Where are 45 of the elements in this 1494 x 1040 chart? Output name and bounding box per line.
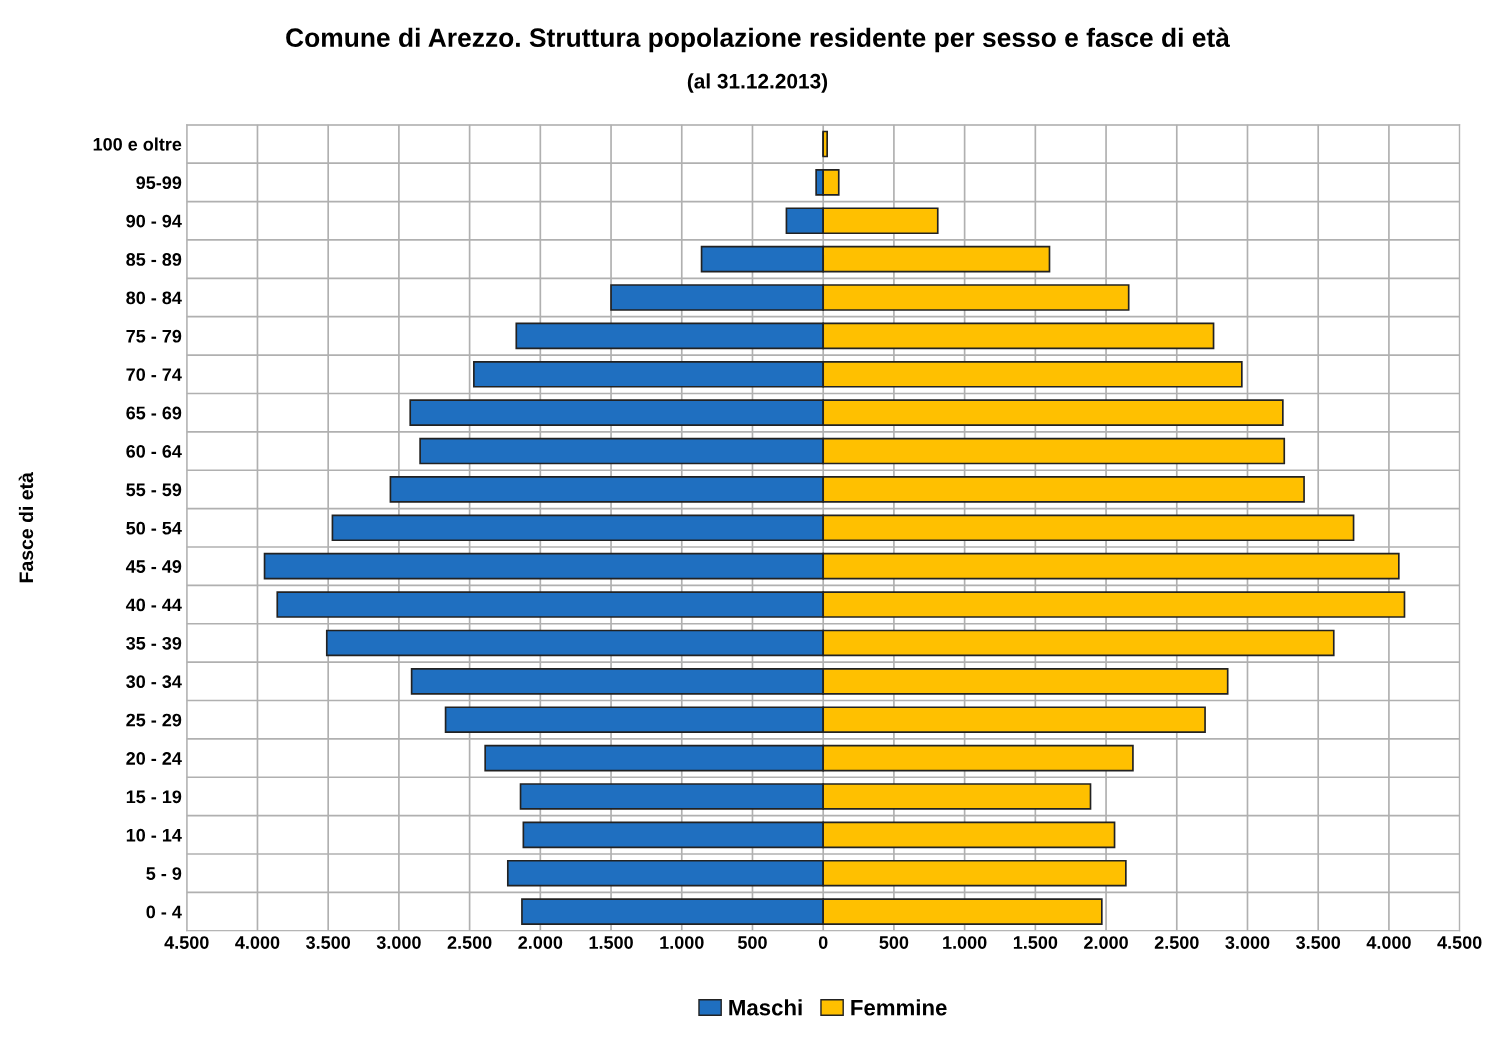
x-tick-label: 4.500 [1437,936,1482,949]
x-tick-label: 1.000 [943,936,987,949]
y-tick-label: 30 - 34 [126,675,182,689]
y-tick-label: 95-99 [136,176,182,190]
x-tick-label: 2.500 [1154,936,1199,949]
y-axis-title: Fasce di età [18,472,34,583]
y-tick-label: 85 - 89 [126,253,182,266]
x-tick-label: 1.500 [1013,936,1058,949]
x-tick-label: 1.500 [589,936,633,949]
x-tick-label: 500 [879,936,909,949]
x-tick-label: 1.000 [660,936,704,949]
y-tick-label: 35 - 39 [126,636,182,650]
x-tick-label: 0 [818,936,828,949]
y-tick-label: 75 - 79 [126,329,182,343]
y-tick-label: 90 - 94 [126,214,182,228]
x-tick-label: 3.500 [306,936,351,949]
y-tick-label: 55 - 59 [126,483,182,497]
y-tick-label: 5 - 9 [146,867,182,880]
chart-title: Comune di Arezzo. Struttura popolazione residente per sesso e fasce di età [286,27,1230,53]
legend-label: Femmine [851,999,947,1016]
x-tick-label: 500 [737,936,767,949]
y-tick-label: 20 - 24 [126,752,182,765]
y-tick-label: 40 - 44 [125,598,182,612]
y-tick-label: 70 - 74 [126,368,182,381]
y-tick-label: 10 - 14 [126,828,182,842]
y-tick-label: 65 - 69 [126,406,182,420]
y-tick-label: 80 - 84 [126,291,182,305]
y-tick-label: 100 e oltre [93,137,182,151]
chart-subtitle: (al 31.12.2013) [687,73,828,93]
legend-label: Maschi [729,999,802,1016]
y-tick-label: 60 - 64 [126,444,182,458]
x-tick-label: 3.500 [1296,936,1341,949]
y-tick-label: 25 - 29 [126,713,182,727]
x-tick-label: 4.000 [235,936,280,949]
x-tick-label: 2.000 [518,936,563,949]
y-tick-label: 0 - 4 [146,905,182,919]
x-tick-label: 4.000 [1366,936,1411,949]
y-tick-label: 45 - 49 [125,560,182,573]
x-tick-label: 2.500 [447,936,492,949]
y-tick-label: 50 - 54 [126,521,182,535]
x-tick-label: 3.000 [1225,936,1270,949]
x-tick-label: 4.500 [164,936,209,949]
x-tick-label: 3.000 [376,936,421,949]
y-tick-label: 15 - 19 [126,790,182,804]
x-tick-label: 2.000 [1084,936,1128,949]
